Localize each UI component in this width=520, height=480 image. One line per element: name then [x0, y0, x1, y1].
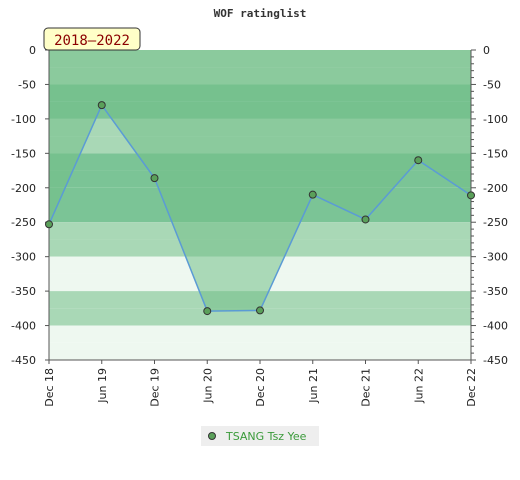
left-y-axis: 0 -50 -100 -150 -200 -250 -300 -350 -400 -450 [11, 44, 50, 367]
y-tick-label-right: -400 [483, 320, 508, 333]
legend[interactable]: TSANG Tsz Yee [201, 426, 319, 446]
period-badge: 2018–2022 [43, 27, 141, 51]
chart-title: WOF ratinglist [214, 7, 307, 20]
y-tick-label-left: -50 [18, 78, 36, 91]
y-tick-label-left: -200 [11, 182, 36, 195]
data-point [467, 191, 475, 200]
legend-box [201, 426, 319, 446]
right-y-axis: 0 -50 -100 -150 -200 -250 -300 -350 -400 -450 [470, 44, 508, 367]
y-tick-label-right: -200 [483, 182, 508, 195]
legend-series-label: TSANG Tsz Yee [225, 430, 307, 443]
data-point [361, 215, 370, 224]
legend-marker [208, 432, 216, 440]
band-16 [49, 325, 471, 343]
y-tick-label-left: -350 [11, 285, 36, 298]
data-point [45, 220, 53, 229]
y-tick-label-left: -400 [11, 320, 36, 333]
y-tick-label-left: -250 [11, 216, 36, 229]
y-tick-label-left: -150 [11, 147, 36, 160]
band-15 [49, 308, 471, 326]
y-tick-label-right: -50 [483, 78, 501, 91]
y-tick-label-right: -150 [483, 147, 508, 160]
data-point [414, 156, 423, 165]
period-badge-box [43, 27, 141, 51]
data-point [203, 307, 212, 316]
y-tick-label-right: -250 [483, 216, 508, 229]
data-point [150, 174, 159, 183]
x-tick-label: Dec 19 [149, 368, 162, 407]
x-tick-label: Dec 21 [360, 368, 373, 407]
x-tick-label: Jun 22 [412, 368, 425, 404]
y-tick-label-left: 0 [29, 44, 36, 57]
data-point [97, 101, 106, 110]
data-point [256, 306, 264, 315]
band-17 [49, 342, 471, 360]
x-tick-label: Dec 20 [254, 368, 267, 407]
x-tick-label: Dec 22 [465, 368, 478, 407]
y-tick-label-right: -100 [483, 113, 508, 126]
y-tick-label-right: 0 [483, 44, 490, 57]
data-points [45, 101, 475, 316]
y-tick-label-left: -300 [11, 251, 36, 264]
y-tick-label-left: -450 [11, 354, 36, 367]
y-tick-label-left: -100 [11, 113, 36, 126]
y-tick-label-right: -350 [483, 285, 508, 298]
y-tick-label-right: -300 [483, 251, 508, 264]
x-tick-label: Dec 18 [43, 368, 56, 407]
data-point [308, 190, 317, 199]
x-tick-label: Jun 19 [96, 368, 109, 404]
x-tick-label: Jun 21 [307, 368, 320, 404]
x-tick-label: Jun 20 [201, 368, 214, 404]
rating-area [49, 50, 471, 312]
x-axis: Dec 18 Jun 19 Dec 19 Jun 20 Dec 20 Jun 21 Dec … [43, 359, 478, 407]
y-tick-label-right: -450 [483, 354, 508, 367]
period-badge-label: 2018–2022 [54, 33, 130, 49]
